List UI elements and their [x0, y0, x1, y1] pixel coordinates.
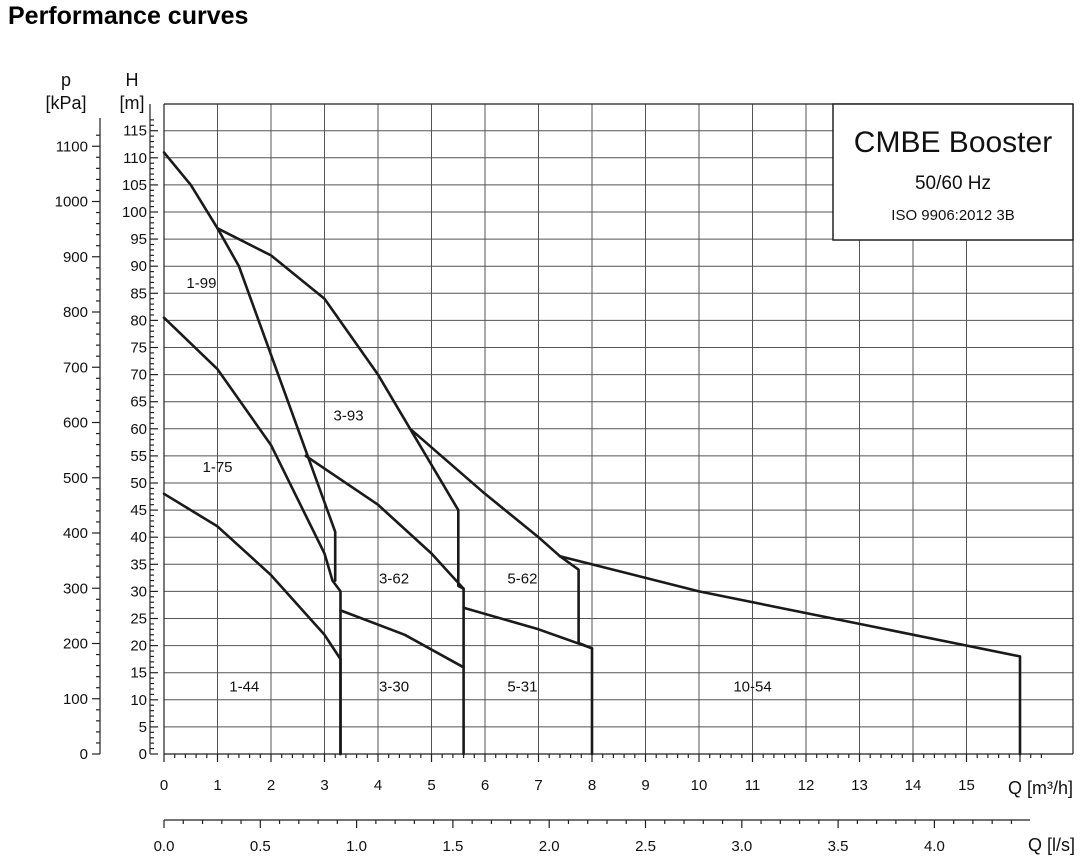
q-tick-label: 2	[267, 777, 275, 794]
h-tick-label: 5	[139, 719, 147, 736]
h-tick-label: 25	[130, 611, 147, 628]
q-tick-label: 9	[641, 777, 649, 794]
q-tick-label: 0	[160, 777, 168, 794]
curve-10-54	[558, 554, 1022, 756]
info-box-standard: ISO 9906:2012 3B	[891, 207, 1014, 224]
h-tick-label: 40	[130, 529, 147, 546]
curve-1-75	[162, 316, 342, 756]
ls-tick-label: 3.5	[828, 838, 849, 855]
ls-axis-title: Q [l/s]	[1028, 835, 1075, 855]
curve-3-93	[216, 227, 465, 591]
region-label-1-99: 1-99	[186, 275, 216, 292]
q-tick-label: 14	[905, 777, 922, 794]
ls-tick-label: 2.5	[635, 838, 656, 855]
curve-5-31	[462, 606, 594, 756]
p-tick-label: 100	[63, 691, 88, 708]
region-label-10-54: 10-54	[733, 679, 771, 696]
q-tick-label: 4	[374, 777, 382, 794]
q-tick-label: 15	[958, 777, 975, 794]
region-label-3-30: 3-30	[379, 679, 409, 696]
info-box-frame	[832, 103, 1074, 241]
region-labels: 1-99 1-75 1-44 3-93 3-62 3-30 5-62 5-31 10-54	[186, 275, 771, 696]
info-box: CMBE Booster 50/60 Hz ISO 9906:2012 3B	[832, 103, 1074, 241]
h-tick-label: 50	[130, 475, 147, 492]
h-tick-label: 35	[130, 556, 147, 573]
page-title: Performance curves	[8, 2, 249, 30]
q-tick-label: 11	[745, 777, 761, 794]
h-tick-label: 85	[130, 285, 147, 302]
curve-3-30	[339, 609, 465, 756]
ls-tick-label: 1.5	[442, 838, 463, 855]
region-label-3-93: 3-93	[334, 408, 364, 425]
h-tick-label: 60	[130, 421, 147, 438]
h-tick-label: 55	[130, 448, 147, 465]
p-tick-label: 700	[63, 359, 88, 376]
h-axis-unit: [m]	[120, 93, 145, 113]
p-tick-label: 400	[63, 525, 88, 542]
curve-1-99	[162, 151, 337, 582]
p-tick-label: 900	[63, 249, 88, 266]
h-tick-label: 45	[130, 502, 147, 519]
region-label-1-44: 1-44	[229, 679, 259, 696]
p-tick-label: 200	[63, 636, 88, 653]
h-tick-label: 0	[139, 746, 147, 763]
h-tick-label: 70	[130, 367, 147, 384]
h-tick-label: 105	[122, 177, 147, 194]
p-tick-label: 300	[63, 580, 88, 597]
curves	[162, 151, 1022, 756]
q-tick-label: 7	[534, 777, 542, 794]
h-tick-label: 95	[130, 231, 147, 248]
info-box-title: CMBE Booster	[854, 126, 1052, 159]
p-axis-symbol: p	[61, 70, 71, 90]
h-tick-label: 100	[122, 204, 147, 221]
h-tick-label: 30	[130, 583, 147, 600]
h-tick-label: 10	[130, 692, 147, 709]
h-tick-label: 15	[130, 665, 147, 682]
q-tick-label: 8	[588, 777, 596, 794]
q-tick-label: 13	[851, 777, 868, 794]
h-tick-label: 65	[130, 394, 147, 411]
h-tick-label: 115	[123, 123, 147, 140]
ls-tick-label: 2.0	[539, 838, 560, 855]
h-axis-symbol: H	[126, 70, 139, 90]
axes: 0510152025303540455055606570758085909510…	[45, 70, 1075, 855]
h-tick-label: 75	[130, 340, 147, 357]
region-label-3-62: 3-62	[379, 570, 409, 587]
q-tick-label: 5	[427, 777, 435, 794]
ls-tick-label: 3.0	[731, 838, 752, 855]
p-tick-label: 500	[63, 470, 88, 487]
region-label-5-62: 5-62	[507, 570, 537, 587]
p-tick-label: 600	[63, 415, 88, 432]
q-tick-label: 12	[798, 777, 815, 794]
p-axis-unit: [kPa]	[45, 93, 86, 113]
q-tick-label: 6	[481, 777, 489, 794]
ls-tick-label: 4.0	[924, 838, 945, 855]
curve-5-62	[408, 427, 594, 650]
ls-tick-label: 0.0	[154, 838, 175, 855]
region-label-1-75: 1-75	[202, 459, 232, 476]
info-box-frequency: 50/60 Hz	[915, 173, 991, 194]
p-tick-label: 800	[63, 304, 88, 321]
p-tick-label: 1000	[55, 194, 88, 211]
h-tick-label: 90	[130, 258, 147, 275]
region-label-5-31: 5-31	[507, 679, 537, 696]
p-tick-label: 0	[80, 746, 88, 763]
ls-tick-label: 0.5	[250, 838, 271, 855]
h-tick-label: 110	[123, 150, 147, 167]
q-tick-label: 1	[213, 777, 221, 794]
p-tick-label: 1100	[56, 138, 88, 155]
curve-3-62	[304, 454, 465, 669]
ls-tick-label: 1.0	[346, 838, 367, 855]
q-axis-title: Q [m³/h]	[1008, 778, 1073, 798]
q-tick-label: 3	[320, 777, 328, 794]
q-tick-label: 10	[691, 777, 708, 794]
h-tick-label: 20	[130, 638, 147, 655]
h-tick-label: 80	[130, 312, 147, 329]
